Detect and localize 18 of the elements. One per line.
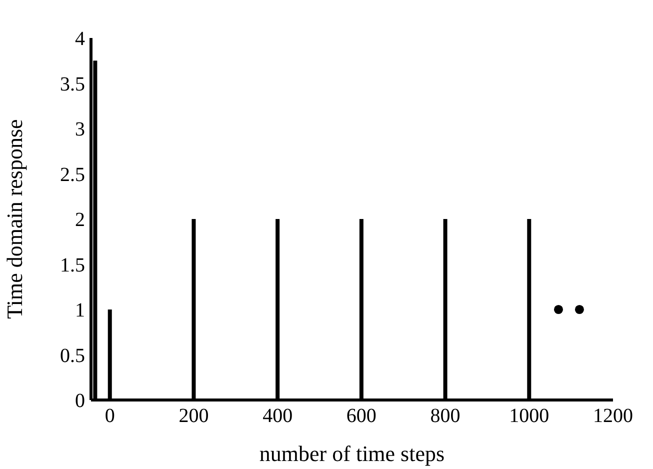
x-tick-label: 1200 <box>593 405 633 428</box>
y-tick-label: 0 <box>75 390 85 412</box>
y-tick-label: 1.5 <box>60 254 85 276</box>
y-tick-label: 3.5 <box>60 73 85 96</box>
y-axis-title: Time domain response <box>2 119 27 319</box>
y-tick-label: 2.5 <box>60 164 85 186</box>
y-tick-label: 4 <box>75 28 85 50</box>
x-tick-label: 800 <box>430 405 460 428</box>
x-tick-label: 600 <box>346 405 376 428</box>
x-tick-label: 400 <box>262 405 293 428</box>
y-tick-label: 2 <box>75 209 85 232</box>
y-tick-label: 3 <box>75 118 85 141</box>
x-axis-title: number of time steps <box>259 441 445 466</box>
y-tick-label: 0.5 <box>60 344 85 367</box>
x-tick-label: 200 <box>178 405 209 428</box>
x-tick-label: 0 <box>104 405 115 428</box>
y-tick-label: 1 <box>75 300 85 322</box>
x-tick-label: 1000 <box>509 405 550 428</box>
